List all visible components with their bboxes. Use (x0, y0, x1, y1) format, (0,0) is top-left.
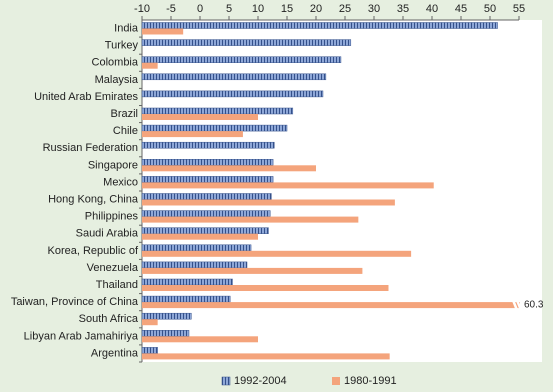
bar (141, 22, 498, 29)
y-tick-label: South Africa (79, 313, 139, 325)
y-tick-label: India (114, 22, 139, 34)
bar (142, 114, 258, 120)
y-tick-label: Singapore (88, 159, 138, 171)
bar (141, 39, 352, 46)
y-tick-label: Saudi Arabia (76, 228, 139, 240)
bar (142, 250, 412, 257)
y-tick-label: Russian Federation (43, 142, 138, 154)
y-tick-label: Venezuela (87, 262, 139, 274)
bar (142, 302, 520, 309)
x-tick-label: 20 (310, 3, 322, 15)
bar (141, 261, 248, 269)
bar (142, 165, 316, 172)
bar (142, 28, 184, 35)
y-tick-label: United Arab Emirates (34, 91, 138, 103)
x-tick-label: 0 (197, 3, 203, 15)
bar (141, 295, 231, 303)
y-tick-label: Malaysia (95, 74, 139, 86)
bar (141, 347, 158, 354)
legend-label: 1992-2004 (234, 375, 287, 387)
bars (141, 22, 520, 360)
x-tick-label: 25 (339, 3, 351, 15)
bar (141, 90, 324, 98)
bar (141, 210, 271, 217)
x-tick-label: -10 (134, 3, 150, 15)
bar (141, 330, 190, 337)
bar (141, 244, 252, 252)
bar (141, 107, 294, 115)
x-tick-label: -5 (166, 3, 176, 15)
bar (142, 182, 434, 189)
y-tick-label: Chile (113, 125, 138, 137)
bar (142, 131, 243, 138)
bar (141, 176, 274, 183)
y-tick-label: Mexico (103, 176, 138, 188)
bar (141, 278, 233, 286)
axis-break (511, 299, 523, 311)
bar (141, 312, 192, 320)
bar (141, 159, 274, 166)
bar (142, 319, 158, 326)
x-tick-label: 45 (455, 3, 467, 15)
bar (142, 199, 395, 206)
y-tick-label: Hong Kong, China (48, 193, 139, 205)
y-tick-label: Colombia (92, 57, 139, 69)
x-tick-label: 15 (281, 3, 293, 15)
x-tick-label: 40 (426, 3, 438, 15)
bar (141, 73, 327, 81)
bar (142, 267, 363, 274)
bar (141, 227, 269, 234)
bar (142, 233, 258, 240)
bar (141, 56, 342, 63)
x-tick-label: 5 (226, 3, 232, 15)
x-tick-label: 30 (368, 3, 380, 15)
bar (142, 62, 158, 69)
y-tick-label: Libyan Arab Jamahiriya (24, 330, 139, 342)
y-tick-label: Turkey (105, 40, 139, 52)
bar (142, 353, 390, 360)
value-label: 60.3 (524, 300, 544, 311)
y-tick-label: Thailand (96, 279, 138, 291)
x-tick-label: 50 (484, 3, 496, 15)
bar (142, 216, 359, 223)
legend-swatch (221, 376, 231, 386)
y-tick-label: Korea, Republic of (48, 245, 139, 257)
y-tick-label: Philippines (85, 211, 139, 223)
x-tick-label: 55 (513, 3, 525, 15)
x-tick-label: 35 (397, 3, 409, 15)
y-tick-label: Taiwan, Province of China (11, 296, 139, 308)
legend-label: 1980-1991 (344, 375, 397, 387)
y-tick-label: Argentina (91, 347, 139, 359)
y-tick-label: Brazil (110, 108, 138, 120)
bar (141, 124, 288, 132)
x-tick-label: 10 (252, 3, 264, 15)
bar (141, 141, 275, 149)
bar (142, 285, 389, 291)
bar (142, 336, 258, 343)
plot-area (142, 20, 542, 362)
bar (141, 193, 272, 200)
legend-swatch (332, 377, 340, 385)
